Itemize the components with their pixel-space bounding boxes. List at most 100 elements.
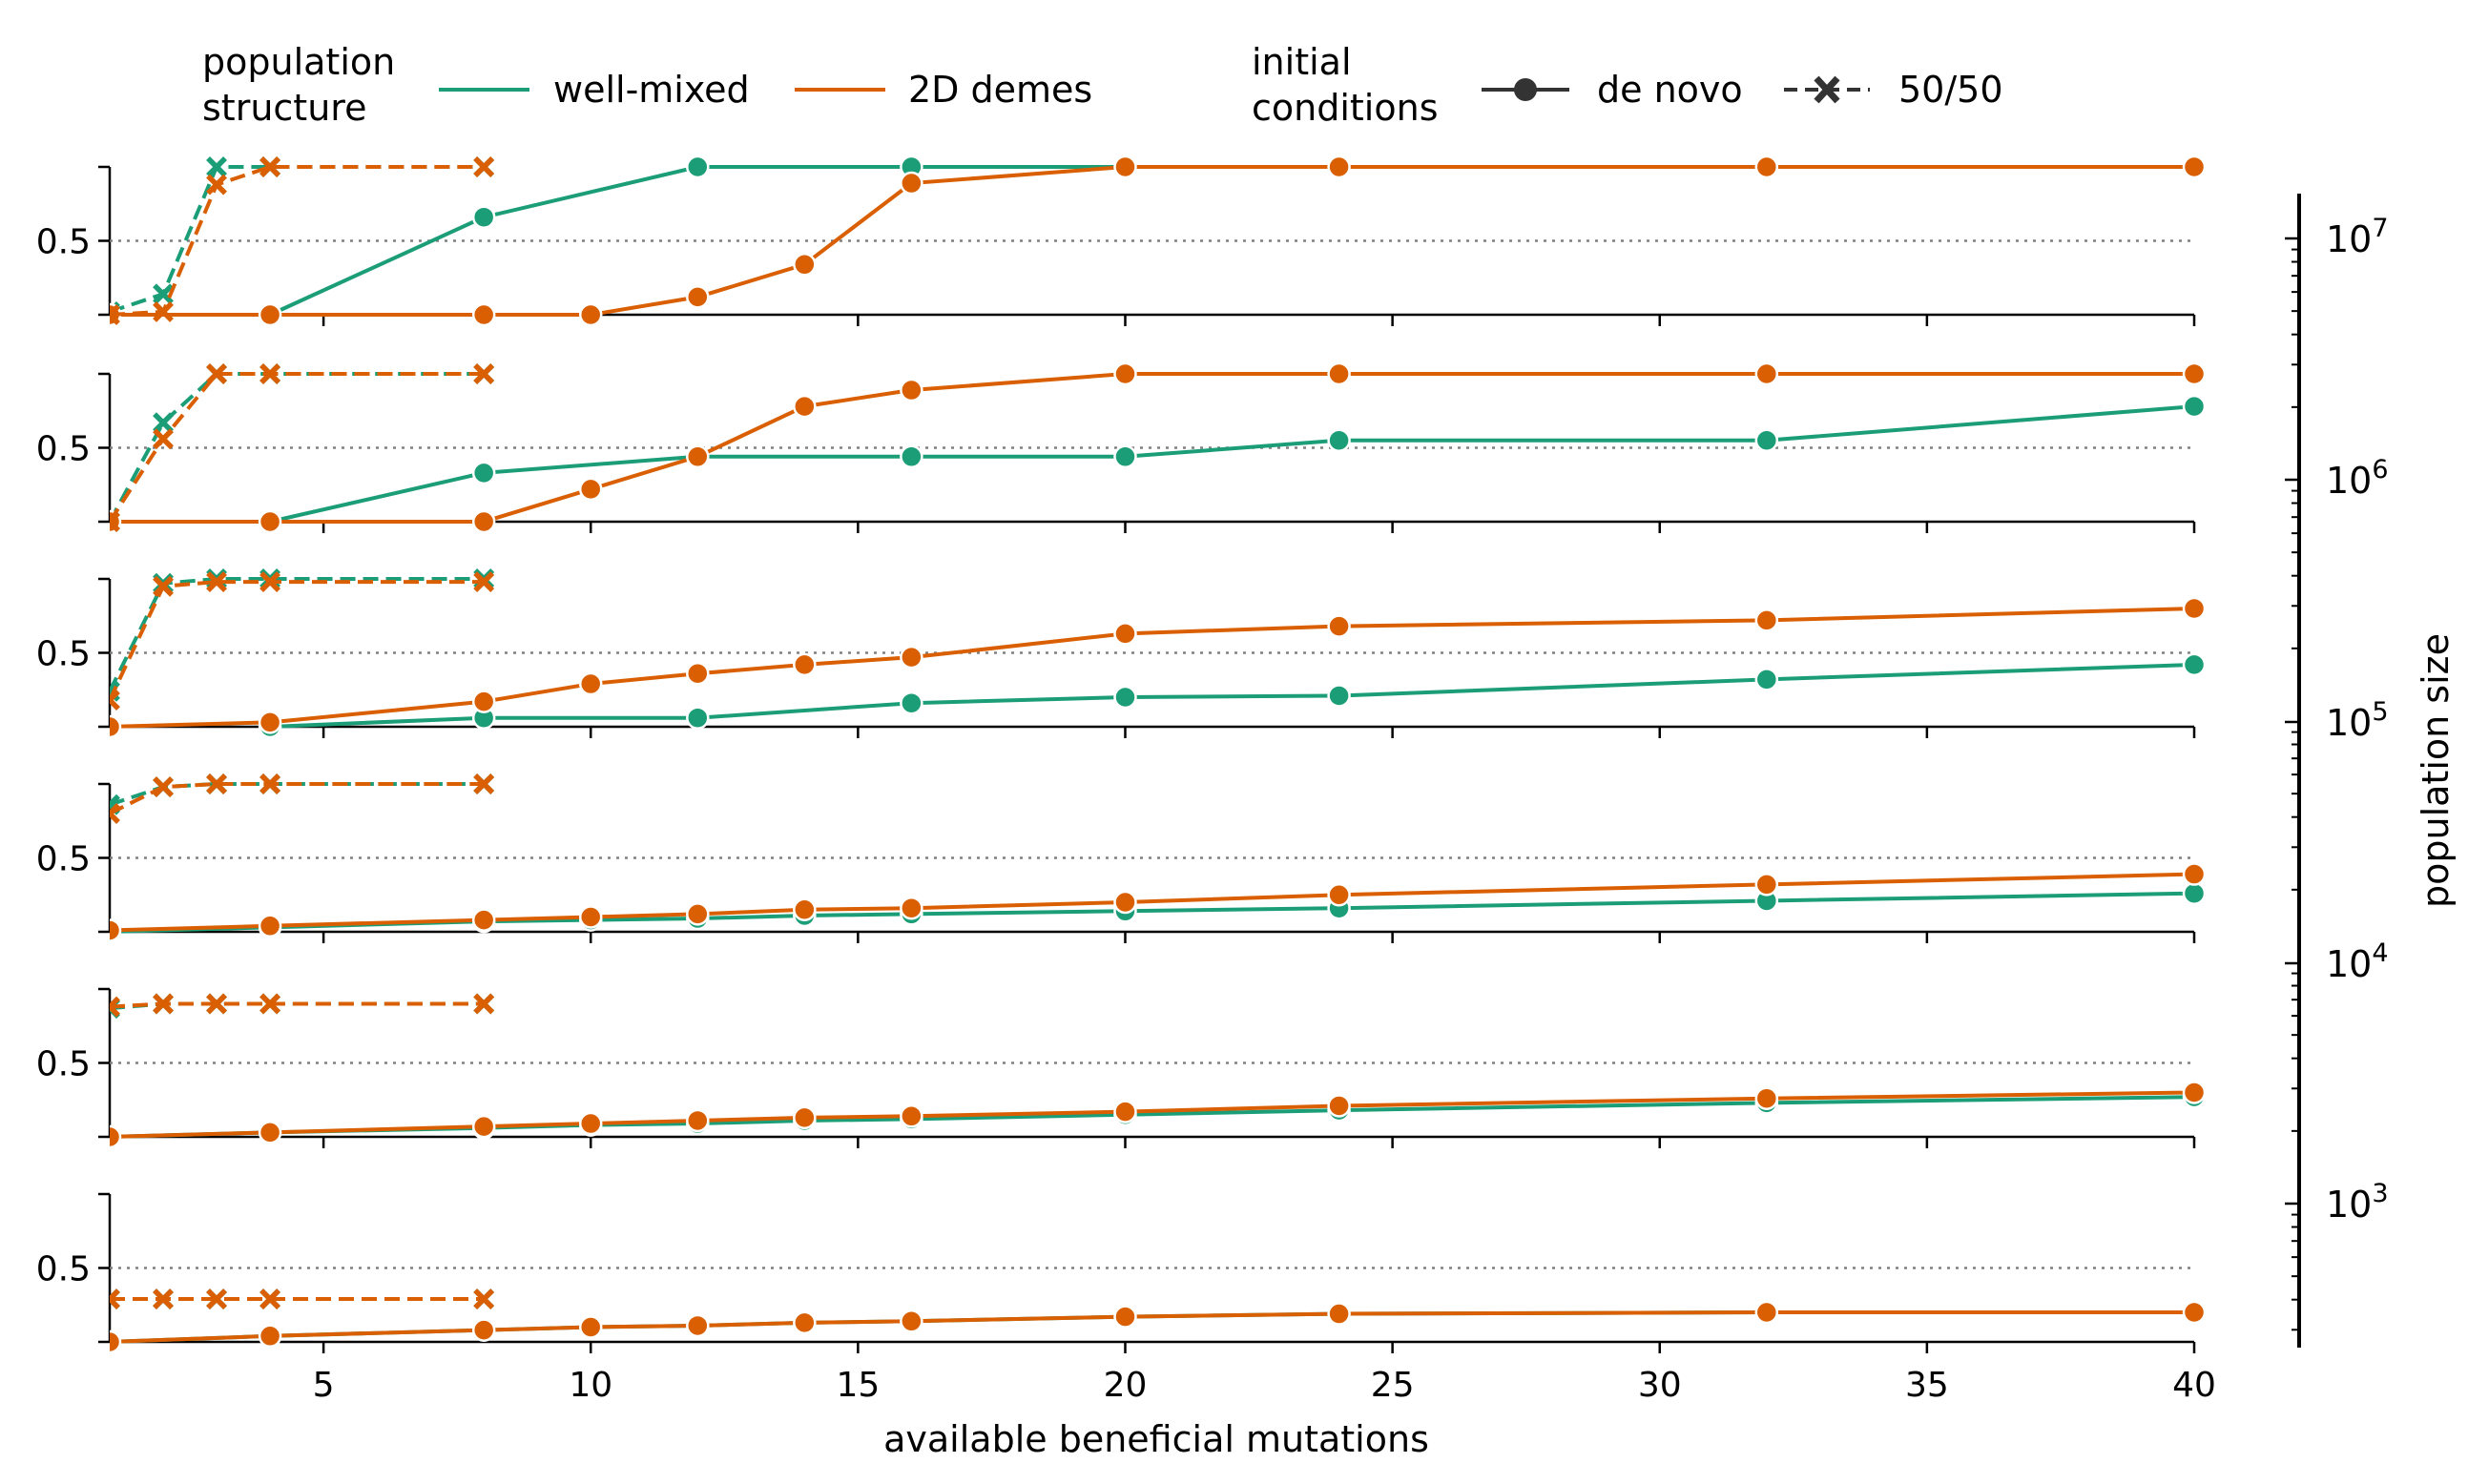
demes-de-novo-marker [1327,1094,1351,1118]
legend-de-novo-label: de novo [1597,69,1743,111]
demes-de-novo-marker [793,652,817,677]
demes-de-novo-marker [1113,622,1137,646]
demes-fifty-fifty-marker [259,156,281,177]
well-mixed-de-novo-line [110,1095,2195,1139]
demes-de-novo-marker [110,1124,122,1149]
demes-de-novo-marker [900,896,923,920]
demes-fifty-fifty-marker [206,363,227,384]
colorbar-tick-exponent: 4 [2372,938,2388,968]
demes-de-novo-marker [2182,361,2207,386]
demes-de-novo-marker [1113,1305,1137,1329]
demes-de-novo-marker [578,905,603,929]
panel-4: 0.5 [36,773,2207,944]
x-tick-label: 5 [313,1366,335,1405]
demes-de-novo-marker [686,1313,710,1338]
demes-de-novo-marker [1113,890,1137,915]
demes-de-novo-marker [900,1104,923,1128]
panel-data [110,993,2207,1149]
well-mixed-de-novo-marker [1754,668,1779,691]
demes-de-novo-marker [578,1111,603,1136]
demes-fifty-fifty-marker [206,571,227,593]
demes-fifty-fifty-marker [153,300,174,322]
demes-de-novo-marker [578,477,603,502]
demes-de-novo-line [110,872,2195,933]
panel-data [110,361,2207,534]
demes-de-novo-marker [1327,883,1351,907]
demes-fifty-fifty-marker [259,363,281,384]
demes-de-novo-marker [686,285,710,309]
demes-de-novo-marker [1754,1086,1779,1110]
well-mixed-de-novo-line [269,662,2195,729]
panel-data [110,773,2207,944]
panel-2: 0.5 [36,361,2207,534]
panel-1: 0.5 [36,155,2207,327]
demes-de-novo-marker [258,509,282,534]
colorbar-tick-label: 106 [2326,455,2389,502]
y-tick-label: 0.5 [36,223,91,262]
demes-de-novo-marker [578,671,603,696]
demes-fifty-fifty-marker [153,776,174,798]
well-mixed-de-novo-marker [471,461,496,485]
x-axis-label: available beneficial mutations [883,1418,1429,1460]
legend-structure-title-line1: population [202,41,395,83]
x-tick-label: 15 [836,1366,880,1405]
panel-data [110,568,2207,739]
demes-de-novo-marker [258,711,282,734]
demes-de-novo-marker [471,690,496,713]
demes-de-novo-marker [2182,155,2207,179]
demes-de-novo-marker [258,914,282,938]
demes-fifty-fifty-marker [473,363,495,384]
well-mixed-de-novo-marker [686,706,710,730]
demes-de-novo-marker [258,1324,282,1349]
demes-de-novo-marker [2182,1300,2207,1325]
well-mixed-de-novo-marker [1327,428,1351,452]
x-tick-label: 35 [1905,1366,1949,1405]
y-tick-label: 0.5 [36,635,91,674]
legend-de-novo-marker [1514,78,1537,101]
demes-de-novo-marker [471,509,496,534]
x-tick-label: 40 [2172,1366,2216,1405]
colorbar-tick-label: 104 [2326,938,2389,985]
panel-3: 0.5 [36,568,2207,739]
demes-de-novo-marker [793,897,817,921]
y-tick-label: 0.5 [36,430,91,469]
demes-fifty-fifty-marker [259,1288,281,1309]
demes-de-novo-marker [1754,155,1779,179]
demes-de-novo-line [110,607,2195,729]
demes-fifty-fifty-marker [110,803,120,824]
demes-fifty-fifty-marker [110,996,120,1018]
well-mixed-de-novo-marker [900,444,923,469]
demes-fifty-fifty-marker [473,156,495,177]
demes-de-novo-marker [2182,862,2207,886]
well-mixed-de-novo-marker [2182,652,2207,677]
demes-de-novo-marker [900,171,923,196]
demes-de-novo-marker [1113,155,1137,179]
demes-fifty-fifty-marker [473,773,495,794]
demes-de-novo-marker [1113,361,1137,386]
demes-fifty-fifty-marker [206,174,227,196]
demes-de-novo-marker [793,1105,817,1130]
x-tick-label: 25 [1371,1366,1415,1405]
demes-de-novo-marker [2182,1081,2207,1104]
demes-fifty-fifty-marker [259,773,281,794]
demes-de-novo-marker [258,1121,282,1144]
well-mixed-de-novo-marker [1327,684,1351,708]
well-mixed-fifty-fifty-line [110,577,485,692]
demes-de-novo-marker [1327,1302,1351,1326]
demes-fifty-fifty-line [110,1001,485,1009]
colorbar-tick-exponent: 3 [2372,1179,2388,1208]
demes-de-novo-marker [1327,155,1351,179]
panels: 0.5 0.5 0.5 0.5 0.5 0.5 5 10 15 20 25 30 35 40 [36,155,2216,1405]
demes-de-novo-marker [900,1309,923,1333]
well-mixed-de-novo-marker [1113,685,1137,710]
well-mixed-de-novo-marker [1754,428,1779,452]
demes-fifty-fifty-marker [110,1288,120,1309]
colorbar-tick-label: 105 [2326,697,2389,744]
panel-data [110,155,2207,327]
demes-de-novo-marker [110,918,122,942]
demes-fifty-fifty-marker [206,993,227,1015]
demes-fifty-fifty-marker [110,304,120,325]
demes-fifty-fifty-marker [259,571,281,593]
demes-de-novo-line [110,372,2194,524]
